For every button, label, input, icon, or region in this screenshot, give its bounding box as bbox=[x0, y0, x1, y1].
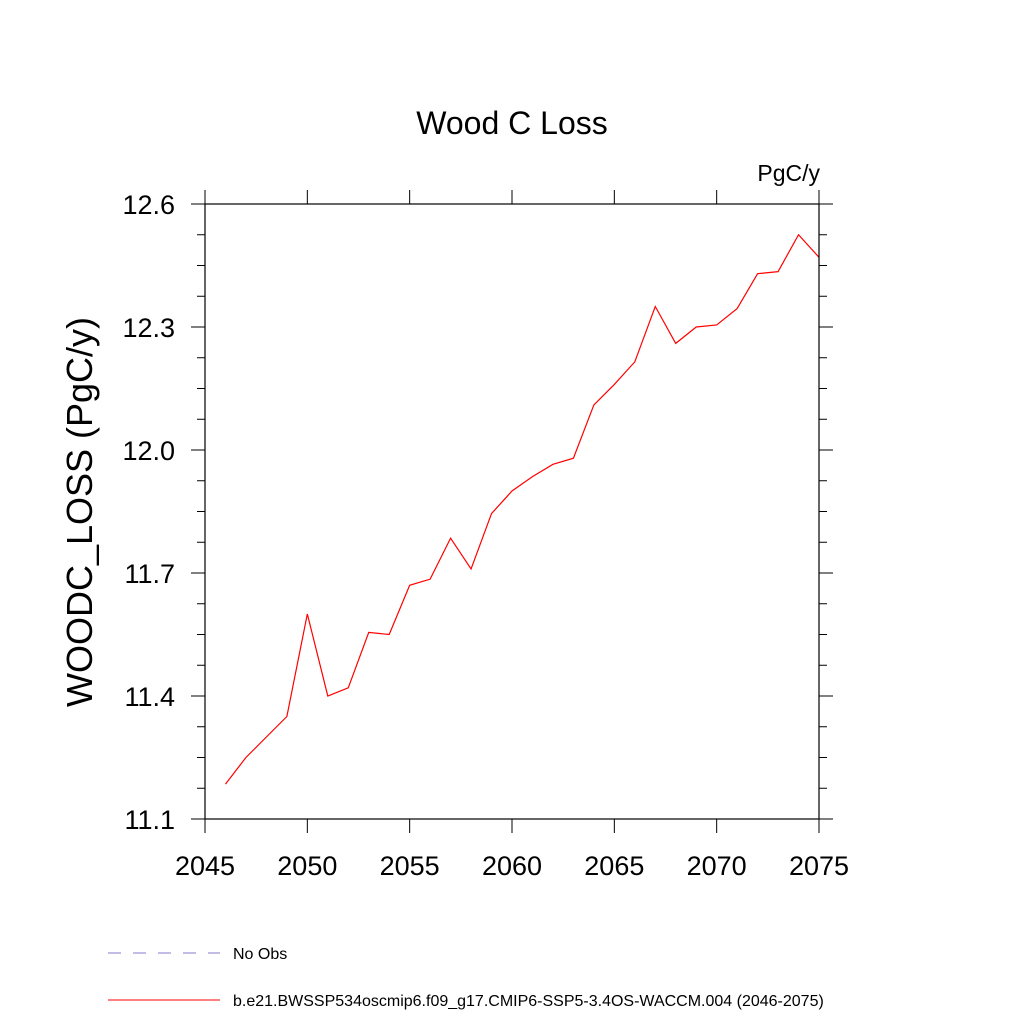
x-tick-label: 2060 bbox=[482, 851, 542, 881]
axis-ticks bbox=[191, 190, 833, 833]
x-tick-label: 2070 bbox=[687, 851, 747, 881]
x-tick-label: 2065 bbox=[584, 851, 644, 881]
y-tick-labels: 11.1 11.4 11.7 12.0 12.3 12.6 bbox=[122, 190, 175, 835]
x-tick-label: 2075 bbox=[789, 851, 849, 881]
y-tick-label: 12.3 bbox=[122, 313, 175, 343]
series-line-0 bbox=[224, 233, 820, 785]
x-tick-label: 2045 bbox=[175, 851, 235, 881]
legend-label-no-obs: No Obs bbox=[233, 946, 287, 963]
y-tick-label: 11.7 bbox=[124, 559, 175, 589]
chart-title: Wood C Loss bbox=[416, 105, 608, 141]
plot-frame bbox=[204, 203, 820, 820]
legend: No Obs b.e21.BWSSP534oscmip6.f09_g17.CMI… bbox=[108, 946, 824, 1010]
y-tick-label: 11.4 bbox=[124, 682, 175, 712]
x-tick-labels: 2045 2050 2055 2060 2065 2070 2075 bbox=[175, 851, 849, 881]
x-tick-label: 2050 bbox=[277, 851, 337, 881]
y-tick-label: 11.1 bbox=[124, 805, 175, 835]
y-tick-label: 12.0 bbox=[122, 436, 175, 466]
units-label: PgC/y bbox=[757, 160, 820, 186]
legend-label-model-run: b.e21.BWSSP534oscmip6.f09_g17.CMIP6-SSP5… bbox=[233, 993, 824, 1010]
x-tick-label: 2055 bbox=[380, 851, 440, 881]
y-tick-label: 12.6 bbox=[122, 190, 175, 220]
series-lines bbox=[224, 233, 820, 785]
y-axis-label: WOODC_LOSS (PgC/y) bbox=[59, 317, 100, 707]
